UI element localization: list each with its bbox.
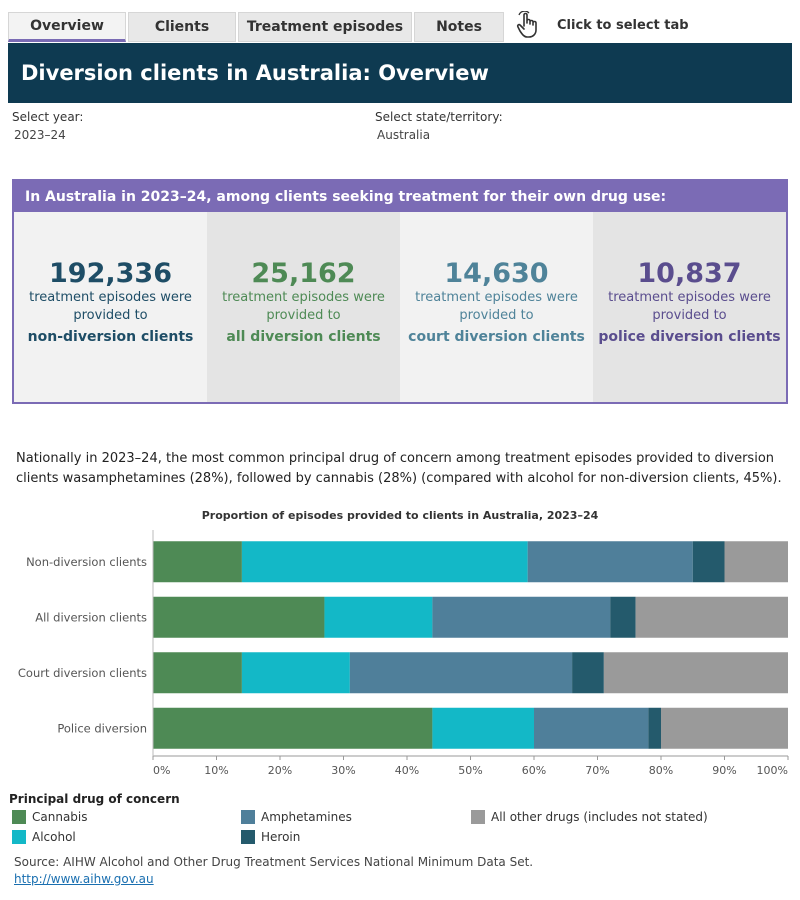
bar-segment [572,652,604,694]
x-tick-label: 90% [712,764,736,777]
card-text: treatment episodes were [29,290,192,305]
card-number: 10,837 [637,258,742,289]
card-number: 192,336 [49,258,172,289]
tab-clients[interactable]: Clients [128,12,236,42]
summary-card-police-diversion: 10,837 treatment episodes were provided … [593,212,786,402]
bar-segment [153,652,242,694]
source-note: Source: AIHW Alcohol and Other Drug Trea… [14,854,533,888]
legend-title: Principal drug of concern [9,792,180,806]
x-tick-label: 70% [585,764,609,777]
bar-segment [153,707,433,749]
state-selector-value[interactable]: Australia [377,128,431,142]
card-number: 14,630 [444,258,549,289]
bar-segment [324,596,433,638]
bar-segment [432,596,611,638]
card-text: treatment episodes were [415,290,578,305]
legend-swatch [241,830,255,844]
card-group: all diversion clients [226,329,381,345]
tab-bar: Overview Clients Treatment episodes Note… [8,12,506,43]
chart-title: Proportion of episodes provided to clien… [202,509,599,522]
summary-card-all-diversion: 25,162 treatment episodes were provided … [207,212,400,402]
bar-segment [648,707,661,749]
summary-panel: In Australia in 2023–24, among clients s… [12,179,788,404]
card-group: court diversion clients [408,329,585,345]
legend-label: Heroin [261,830,301,844]
bar-segment [534,707,649,749]
card-text: provided to [652,308,727,323]
card-group: non-diversion clients [27,329,194,345]
bar-segment [153,541,242,583]
bar-segment [527,541,693,583]
category-label: Court diversion clients [18,666,147,680]
x-tick-label: 60% [522,764,546,777]
legend-label: Amphetamines [261,810,352,824]
state-selector-label: Select state/territory: [375,110,503,124]
year-selector-label: Select year: [12,110,84,124]
legend-swatch [471,810,485,824]
legend-swatch [12,810,26,824]
card-text: provided to [73,308,148,323]
stacked-bar-chart: Proportion of episodes provided to clien… [18,509,789,777]
summary-card-non-diversion: 192,336 treatment episodes were provided… [14,212,207,402]
card-number: 25,162 [251,258,356,289]
summary-heading: In Australia in 2023–24, among clients s… [14,181,786,212]
narrative-text: Nationally in 2023–24, the most common p… [16,451,782,486]
x-tick-label: 100% [757,764,788,777]
pointing-hand-icon [516,11,537,38]
x-tick-label: 0% [153,764,170,777]
tab-treatment-episodes[interactable]: Treatment episodes [238,12,412,42]
bar-segment [661,707,788,749]
page-title: Diversion clients in Australia: Overview [8,43,792,103]
card-text: provided to [459,308,534,323]
category-label: Non-diversion clients [26,555,147,569]
x-tick-label: 80% [649,764,673,777]
legend-item-heroin[interactable]: Heroin [241,830,300,844]
bar-segment [610,596,636,638]
bar-segment [603,652,788,694]
bar-segment [153,596,325,638]
legend-item-other[interactable]: All other drugs (includes not stated) [471,810,708,824]
bar-segment [432,707,534,749]
x-tick-label: 50% [458,764,482,777]
card-text: treatment episodes were [608,290,771,305]
card-text: provided to [266,308,341,323]
x-tick-label: 40% [395,764,419,777]
legend-item-amphetamines[interactable]: Amphetamines [241,810,352,824]
bar-segment [692,541,725,583]
legend-item-cannabis[interactable]: Cannabis [12,810,88,824]
source-link[interactable]: http://www.aihw.gov.au [14,872,154,886]
tab-hint: Click to select tab [515,11,689,39]
tab-hint-label: Click to select tab [557,17,689,33]
bar-segment [635,596,788,638]
x-tick-label: 20% [268,764,292,777]
tab-notes[interactable]: Notes [414,12,504,42]
bar-segment [349,652,573,694]
legend-swatch [12,830,26,844]
card-text: treatment episodes were [222,290,385,305]
tab-overview[interactable]: Overview [8,12,126,42]
year-selector[interactable]: Select year: 2023–24 [12,110,83,142]
category-label: Police diversion [57,721,147,735]
legend-label: Cannabis [32,810,88,824]
bar-segment [724,541,788,583]
category-label: All diversion clients [35,610,147,624]
legend-label: Alcohol [32,830,76,844]
year-selector-value[interactable]: 2023–24 [14,128,66,142]
card-group: police diversion clients [598,329,781,345]
x-tick-label: 30% [331,764,355,777]
legend-label: All other drugs (includes not stated) [491,810,708,824]
bar-segment [241,652,350,694]
x-tick-label: 10% [204,764,228,777]
legend-swatch [241,810,255,824]
source-text: Source: AIHW Alcohol and Other Drug Trea… [14,855,534,869]
summary-card-court-diversion: 14,630 treatment episodes were provided … [400,212,593,402]
state-selector[interactable]: Select state/territory: Australia [375,110,503,142]
legend-item-alcohol[interactable]: Alcohol [12,830,76,844]
bar-segment [241,541,528,583]
